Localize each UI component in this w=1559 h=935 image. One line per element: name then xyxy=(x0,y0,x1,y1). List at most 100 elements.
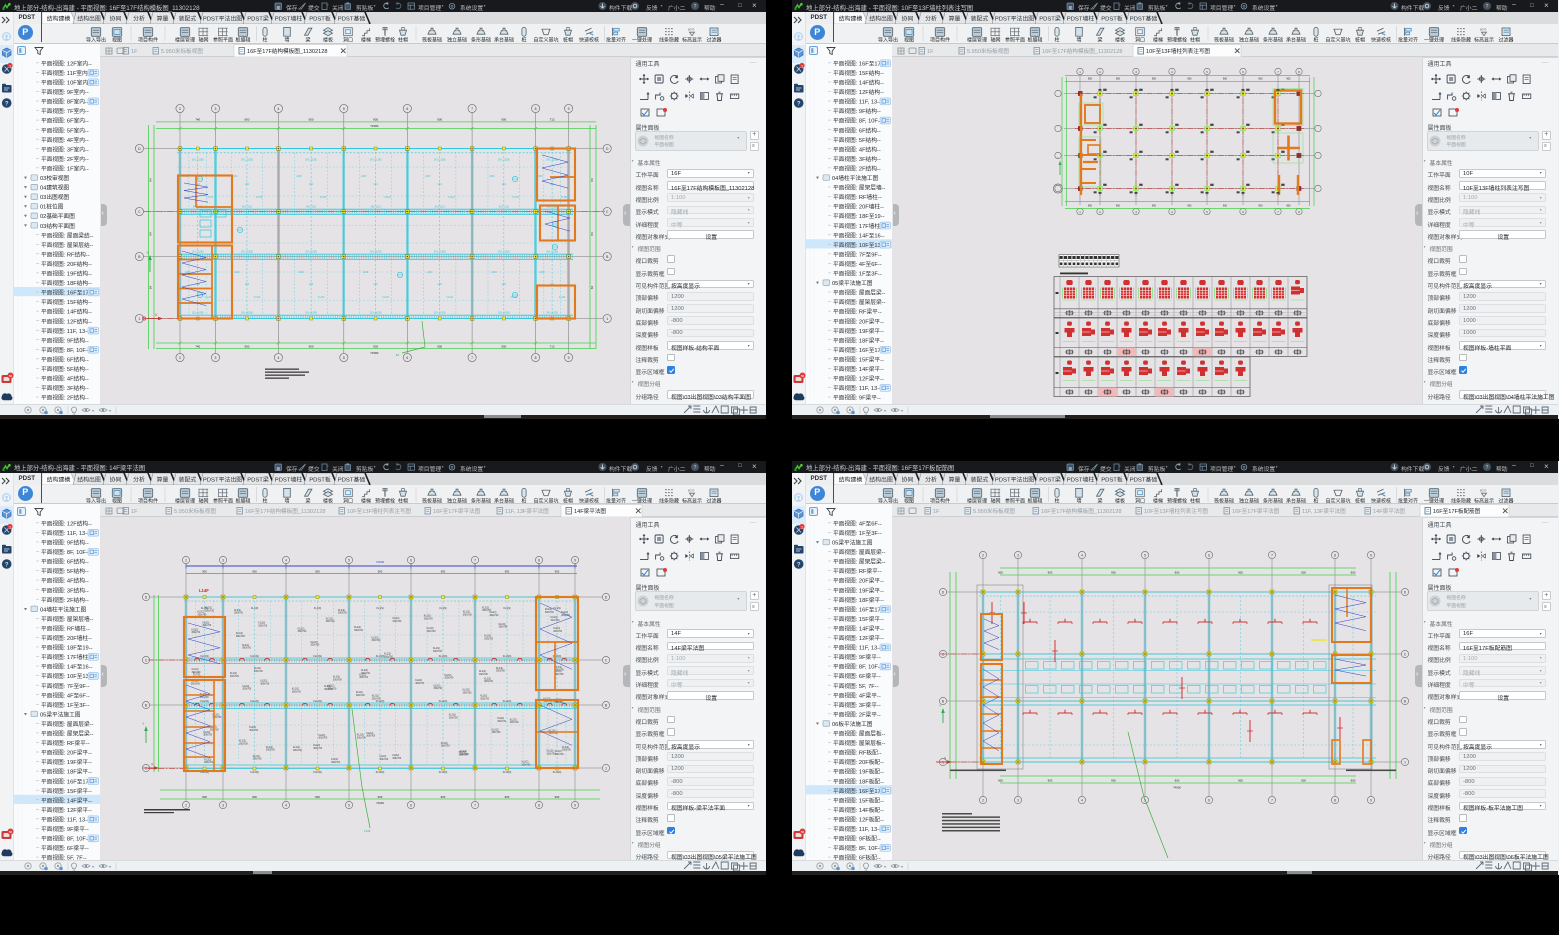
svg-text:KL2(2): KL2(2) xyxy=(361,670,368,672)
svg-text:KL2(2): KL2(2) xyxy=(499,624,506,626)
svg-text:平面视图: 5F结构--: 平面视图: 5F结构-- xyxy=(41,365,89,373)
svg-text:900: 900 xyxy=(505,795,510,799)
svg-text:2400: 2400 xyxy=(185,272,191,274)
svg-text:条形基础: 条形基础 xyxy=(471,497,491,504)
svg-text:900: 900 xyxy=(1111,571,1116,575)
svg-text:1F: 1F xyxy=(933,509,940,515)
svg-text:平面视图: 9F梁平--: 平面视图: 9F梁平-- xyxy=(41,825,89,833)
svg-text:05梁平法施工图: 05梁平法施工图 xyxy=(832,279,873,287)
svg-text:1: 1 xyxy=(138,317,140,321)
svg-text:LB2: LB2 xyxy=(373,283,378,286)
svg-text:X: X xyxy=(155,313,158,317)
svg-text:1: 1 xyxy=(1079,209,1081,213)
svg-text:KL2(2): KL2(2) xyxy=(366,733,373,735)
svg-text:300x700: 300x700 xyxy=(544,701,554,703)
svg-text:6: 6 xyxy=(410,803,412,807)
svg-text:KL2(2): KL2(2) xyxy=(193,674,200,676)
svg-text:3KL-2(2): 3KL-2(2) xyxy=(499,204,509,208)
svg-text:300x700: 300x700 xyxy=(249,730,259,732)
svg-text:平面视图: 18F结构--: 平面视图: 18F结构-- xyxy=(41,279,92,287)
svg-text:h=120: h=120 xyxy=(382,297,389,299)
svg-text:平面视图: 14F结构--: 平面视图: 14F结构-- xyxy=(833,78,884,86)
svg-text:KL2(2): KL2(2) xyxy=(497,718,504,720)
svg-text:16F至17F结构模板图_11302128: 16F至17F结构模板图_11302128 xyxy=(1042,47,1122,55)
svg-text:视图: 视图 xyxy=(904,37,914,44)
svg-text:自定义基坑: 自定义基坑 xyxy=(1325,497,1350,504)
svg-text:300x700: 300x700 xyxy=(561,615,571,617)
svg-text:KL2(2): KL2(2) xyxy=(459,752,466,754)
svg-text:LB1: LB1 xyxy=(196,183,201,186)
svg-text:B: B xyxy=(1404,699,1406,703)
svg-text:KL2(2): KL2(2) xyxy=(297,628,304,630)
svg-text:KL2(2): KL2(2) xyxy=(510,719,517,721)
svg-text:LB1: LB1 xyxy=(550,183,555,186)
svg-text:D: D xyxy=(1404,590,1407,594)
svg-text:9: 9 xyxy=(574,558,576,562)
svg-text:平面视图: 18F梁平--: 平面视图: 18F梁平-- xyxy=(833,336,884,344)
svg-text:10F至13F墙柱列表注写图: 10F至13F墙柱列表注写图 xyxy=(1144,507,1208,515)
svg-text:平面视图: 6F结构--: 平面视图: 6F结构-- xyxy=(41,355,89,363)
svg-text:2KL-9(2B): 2KL-9(2B) xyxy=(546,310,558,314)
svg-text:300x700: 300x700 xyxy=(547,753,557,755)
svg-text:平面视图: 屋面层梁--: 平面视图: 屋面层梁-- xyxy=(41,720,94,728)
svg-text:300x700: 300x700 xyxy=(555,754,565,756)
svg-text:900: 900 xyxy=(441,795,446,799)
svg-text:900: 900 xyxy=(1187,204,1192,207)
svg-text:h=120: h=120 xyxy=(513,197,520,199)
svg-text:平面视图: 16F至17--: 平面视图: 16F至17-- xyxy=(833,59,885,67)
svg-text:预埋螺栓: 预埋螺栓 xyxy=(1167,37,1187,44)
svg-text:平面视图: 9F结构--: 平面视图: 9F结构-- xyxy=(41,336,89,344)
svg-text:300x700: 300x700 xyxy=(555,670,565,672)
svg-text:C: C xyxy=(145,658,148,662)
svg-text:300x700: 300x700 xyxy=(366,736,376,738)
svg-text:KL2(2): KL2(2) xyxy=(266,747,273,749)
svg-text:柱: 柱 xyxy=(262,497,267,504)
svg-text:3: 3 xyxy=(222,558,224,562)
svg-text:平面视图: 5F, 7F--: 平面视图: 5F, 7F-- xyxy=(833,682,879,690)
svg-text:KL1(9): KL1(9) xyxy=(439,607,446,610)
svg-text:批量对齐: 批量对齐 xyxy=(1398,37,1418,44)
svg-text:板编辑: 板编辑 xyxy=(1027,497,1042,504)
svg-text:线条隐藏: 线条隐藏 xyxy=(1451,497,1471,504)
svg-text:楼层管理: 楼层管理 xyxy=(175,497,195,504)
svg-text:300x700: 300x700 xyxy=(449,717,459,719)
svg-text:900: 900 xyxy=(1286,204,1291,207)
svg-text:C: C xyxy=(1404,652,1407,656)
svg-text:900: 900 xyxy=(202,795,207,799)
svg-text:2KL-1(2B): 2KL-1(2B) xyxy=(305,157,317,161)
svg-text:PDST平法出图: PDST平法出图 xyxy=(995,15,1034,23)
svg-text:平面视图: 屋架层墙--: 平面视图: 屋架层墙-- xyxy=(41,615,94,623)
svg-text:300x700: 300x700 xyxy=(254,671,264,673)
svg-text:2KL-1(2B): 2KL-1(2B) xyxy=(241,157,253,161)
svg-text:平面视图: 1F至3F--: 平面视图: 1F至3F-- xyxy=(41,701,90,709)
svg-text:5: 5 xyxy=(1206,209,1208,213)
svg-text:7: 7 xyxy=(1277,69,1279,73)
svg-text:平面视图: 5F, 7F--: 平面视图: 5F, 7F-- xyxy=(41,854,87,860)
svg-text:平面视图: 9F梁平--: 平面视图: 9F梁平-- xyxy=(833,653,881,661)
svg-text:300x700: 300x700 xyxy=(510,722,520,724)
svg-text:梁: 梁 xyxy=(305,497,310,504)
svg-text:楼板: 楼板 xyxy=(1115,497,1125,504)
svg-text:LB1: LB1 xyxy=(245,183,250,186)
svg-text:6: 6 xyxy=(406,356,408,360)
svg-text:6: 6 xyxy=(1242,69,1244,73)
svg-text:74000: 74000 xyxy=(1173,786,1181,790)
svg-text:板编辑: 板编辑 xyxy=(1027,37,1042,44)
svg-text:900: 900 xyxy=(252,569,257,573)
svg-text:标高显示: 标高显示 xyxy=(682,37,702,44)
svg-text:3: 3 xyxy=(1135,209,1137,213)
svg-text:轴网: 轴网 xyxy=(198,37,208,44)
svg-text:平面视图: 6F梁平--: 平面视图: 6F梁平-- xyxy=(41,844,89,852)
svg-text:84: 84 xyxy=(149,285,153,289)
svg-text:KL1(9): KL1(9) xyxy=(201,607,208,610)
svg-text:平面视图: 11F, 13--: 平面视图: 11F, 13-- xyxy=(833,384,881,392)
svg-text:300x700: 300x700 xyxy=(460,754,470,756)
svg-text:C: C xyxy=(138,210,141,214)
svg-text:900: 900 xyxy=(1258,77,1263,80)
svg-text:KL2(2): KL2(2) xyxy=(449,715,456,717)
svg-text:平面视图: 12F结构--: 平面视图: 12F结构-- xyxy=(41,519,92,527)
svg-text:PDST板: PDST板 xyxy=(309,15,331,23)
svg-text:h=120: h=120 xyxy=(559,297,566,299)
svg-text:16F至17F结构模板图_11302128: 16F至17F结构模板图_11302128 xyxy=(1041,507,1121,515)
svg-text:300x700: 300x700 xyxy=(562,750,572,752)
